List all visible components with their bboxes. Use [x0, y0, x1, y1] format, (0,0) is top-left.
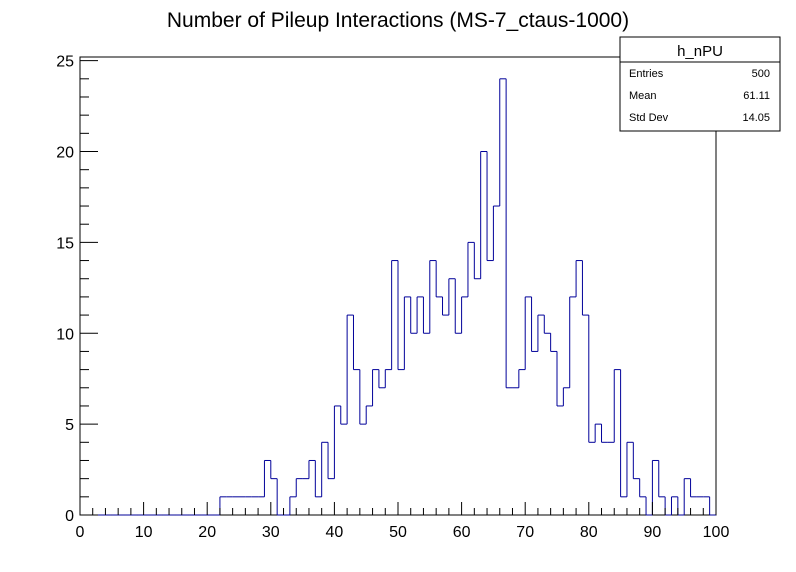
stats-label-mean: Mean — [629, 90, 657, 102]
y-tick-label: 15 — [56, 235, 74, 252]
x-tick-label: 20 — [198, 524, 216, 541]
histogram-series — [80, 78, 716, 516]
stats-value-entries: 500 — [752, 68, 770, 80]
stats-box-title: h_nPU — [677, 43, 723, 60]
stats-box: h_nPU Entries 500 Mean 61.11 Std Dev 14.… — [619, 36, 781, 132]
x-tick-label: 0 — [76, 524, 85, 541]
x-tick-label: 30 — [262, 524, 280, 541]
y-tick-label: 10 — [56, 326, 74, 343]
x-tick-label: 60 — [453, 524, 471, 541]
y-axis: 0 5 10 15 20 25 — [56, 54, 98, 525]
x-tick-label: 80 — [580, 524, 598, 541]
x-tick-label: 40 — [326, 524, 344, 541]
stats-label-stddev: Std Dev — [629, 112, 669, 124]
stats-value-mean: 61.11 — [743, 90, 770, 102]
x-tick-label: 90 — [644, 524, 662, 541]
y-tick-label: 0 — [65, 508, 74, 525]
x-tick-label: 50 — [389, 524, 407, 541]
x-axis: 0 10 20 30 40 50 60 70 80 90 100 — [76, 502, 730, 541]
stats-label-entries: Entries — [629, 68, 664, 80]
x-tick-label: 100 — [703, 524, 730, 541]
chart-title: Number of Pileup Interactions (MS-7_ctau… — [167, 9, 629, 32]
stats-value-stddev: 14.05 — [742, 112, 770, 124]
y-tick-label: 5 — [65, 417, 74, 434]
y-tick-label: 25 — [56, 54, 74, 71]
x-tick-label: 10 — [135, 524, 153, 541]
stats-box-frame — [619, 36, 781, 132]
x-tick-label: 70 — [516, 524, 534, 541]
y-tick-label: 20 — [56, 145, 74, 162]
